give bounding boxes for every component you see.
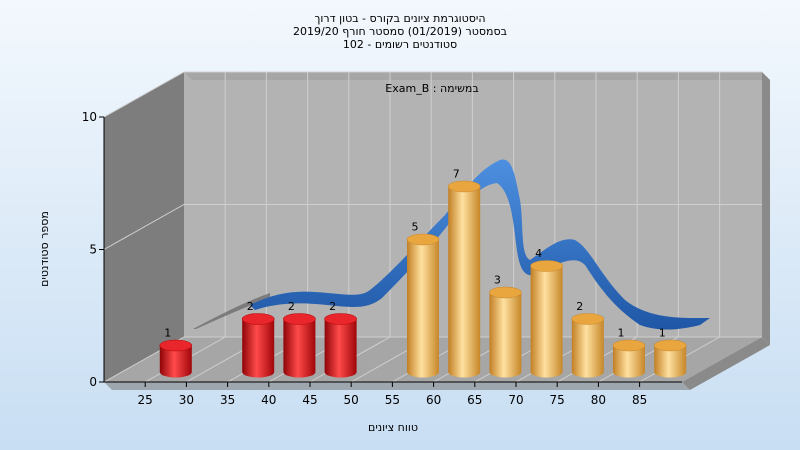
y-tick-label: 10 bbox=[82, 110, 97, 124]
bar bbox=[489, 286, 522, 378]
y-gridline bbox=[103, 71, 762, 118]
data-label: 4 bbox=[535, 247, 542, 260]
distribution-curve bbox=[193, 159, 710, 330]
bars bbox=[159, 180, 687, 378]
y-ticks: 0 5 10 bbox=[82, 110, 104, 389]
curve-ribbon-shadow bbox=[193, 293, 270, 329]
x-tick-label: 85 bbox=[632, 393, 647, 407]
floor-right-edge bbox=[682, 337, 770, 390]
x-tick-label: 80 bbox=[591, 393, 606, 407]
y-axis-title: מספר סטודנטים bbox=[38, 211, 51, 287]
bar-cap bbox=[241, 313, 275, 325]
data-label: 2 bbox=[288, 300, 295, 313]
bar-cap bbox=[489, 286, 522, 299]
bar-cap bbox=[159, 339, 193, 352]
bar-cap bbox=[530, 260, 563, 272]
y-gridline bbox=[103, 204, 762, 250]
x-tick-label: 30 bbox=[179, 393, 194, 407]
bar-cap bbox=[447, 180, 481, 193]
bar bbox=[571, 313, 605, 378]
data-label: 2 bbox=[576, 300, 583, 313]
x-tick-label: 60 bbox=[426, 393, 441, 407]
bar-body bbox=[407, 239, 439, 378]
bar bbox=[530, 260, 563, 378]
y-gridline bbox=[103, 336, 762, 383]
data-label: 2 bbox=[329, 300, 336, 313]
bar bbox=[283, 313, 316, 378]
bar-body bbox=[324, 319, 357, 378]
chart-title: היסטוגרמת ציונים בקורס - בטון דרוך בסמסט… bbox=[293, 12, 507, 51]
x-tick-label: 55 bbox=[385, 393, 400, 407]
x-tick-label: 70 bbox=[508, 393, 523, 407]
bar bbox=[612, 339, 646, 378]
bar bbox=[241, 313, 275, 378]
bar-cap bbox=[283, 313, 316, 325]
data-label: 1 bbox=[164, 327, 171, 340]
bar-body bbox=[448, 186, 481, 378]
back-wall-right-edge bbox=[762, 72, 770, 345]
title-line-1: היסטוגרמת ציונים בקורס - בטון דרוך bbox=[314, 12, 485, 25]
x-tick-label: 25 bbox=[138, 393, 153, 407]
bar-cap bbox=[571, 313, 605, 325]
x-tick-label: 35 bbox=[220, 393, 235, 407]
y-tick-label: 5 bbox=[89, 243, 97, 257]
data-label: 1 bbox=[659, 327, 666, 340]
y-tick-label: 0 bbox=[89, 375, 97, 389]
bar bbox=[159, 339, 193, 378]
data-label: 2 bbox=[247, 300, 254, 313]
bar bbox=[324, 313, 357, 378]
back-wall-edge-top bbox=[184, 72, 770, 80]
floor-front-edge bbox=[104, 382, 690, 390]
title-line-2: בסמסטר (01/2019) סמסטר חורף 2019/20 bbox=[293, 25, 507, 38]
bar-body bbox=[613, 345, 645, 378]
bar bbox=[406, 233, 440, 378]
bar-cap bbox=[406, 233, 440, 246]
bar-cap bbox=[653, 339, 687, 352]
title-line-3: סטודנטים רשומים - 102 bbox=[343, 38, 457, 51]
x-ticks: 25 30 35 40 45 50 55 60 65 70 75 80 85 bbox=[138, 382, 647, 407]
x-tick-label: 75 bbox=[550, 393, 565, 407]
x-tick-label: 40 bbox=[261, 393, 276, 407]
data-labels: 1 2 2 2 5 7 3 4 2 1 1 bbox=[164, 168, 665, 340]
bar-body bbox=[242, 319, 275, 378]
data-label: 1 bbox=[618, 327, 625, 340]
bar bbox=[653, 339, 687, 378]
annotation-label: במשימה : Exam_B bbox=[385, 82, 478, 95]
data-label: 7 bbox=[453, 168, 460, 181]
bar-body bbox=[571, 319, 604, 378]
x-axis-title: טווח ציונים bbox=[368, 421, 418, 434]
bar-body bbox=[530, 266, 563, 378]
bar bbox=[447, 180, 481, 378]
x-tick-label: 45 bbox=[302, 393, 317, 407]
bar-body bbox=[159, 345, 192, 378]
x-tick-label: 65 bbox=[467, 393, 482, 407]
bar-body bbox=[654, 345, 687, 378]
data-label: 3 bbox=[494, 274, 501, 287]
bar-cap bbox=[612, 339, 646, 352]
bar-cap bbox=[324, 313, 357, 325]
bar-body bbox=[489, 292, 522, 378]
bar-body bbox=[283, 319, 316, 378]
x-tick-label: 50 bbox=[344, 393, 359, 407]
data-label: 5 bbox=[412, 221, 419, 234]
